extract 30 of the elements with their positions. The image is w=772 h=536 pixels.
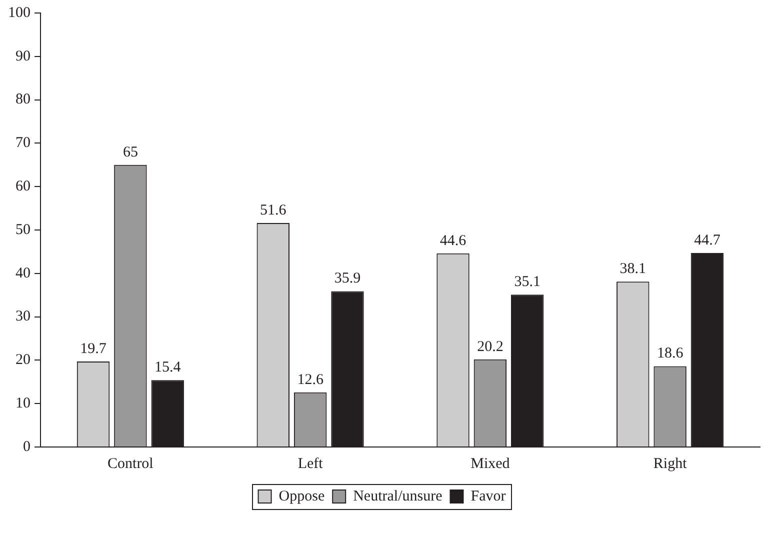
data-label: 12.6 [297, 372, 324, 388]
legend-label: Neutral/unsure [353, 488, 443, 504]
data-label: 65 [122, 144, 138, 160]
y-tick-label: 80 [16, 92, 30, 108]
data-label: 20.2 [477, 338, 504, 355]
y-tick-label: 40 [16, 265, 30, 282]
data-label: 44.7 [694, 232, 721, 248]
data-label: 51.6 [260, 202, 287, 218]
y-tick-label: 30 [16, 308, 30, 325]
data-label: 38.1 [620, 261, 646, 278]
data-label: 44.6 [440, 232, 467, 249]
y-tick-label: 70 [16, 135, 30, 152]
y-tick-label: 10 [16, 396, 30, 412]
data-label: 35.1 [514, 274, 540, 290]
x-tick-label: Left [298, 456, 324, 472]
data-label: 18.6 [656, 346, 684, 362]
x-tick-label: Mixed [470, 456, 510, 472]
y-tick-label: 50 [16, 222, 30, 238]
y-tick-label: 100 [8, 4, 30, 21]
legend-label: Favor [470, 488, 506, 504]
data-label: 19.7 [80, 340, 107, 357]
x-tick-label: Right [653, 456, 688, 472]
data-label: 15.4 [154, 360, 182, 376]
data-label: 35.9 [334, 270, 361, 287]
y-tick-label: 20 [16, 352, 30, 368]
y-tick-label: 0 [23, 438, 30, 455]
x-tick-label: Control [108, 456, 154, 472]
y-tick-label: 90 [16, 48, 30, 64]
legend-label: Oppose [278, 488, 325, 504]
y-tick-label: 60 [16, 178, 30, 195]
